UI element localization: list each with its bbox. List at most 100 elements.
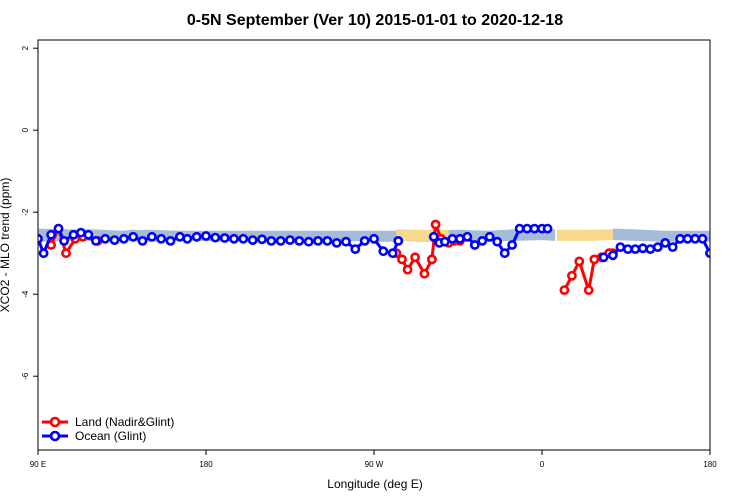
ocean-point (210, 232, 221, 243)
x-tick-label: 180 (703, 460, 717, 469)
ocean-point (247, 235, 258, 245)
y-tick-label: -6 (21, 372, 30, 380)
ocean-legend-marker (49, 430, 61, 442)
land-legend-marker (49, 416, 61, 428)
y-tick-label: -4 (21, 290, 30, 298)
y-axis-label: XCO2 - MLO trend (ppm) (0, 178, 12, 313)
ocean-point (174, 231, 185, 242)
ocean-point (38, 248, 49, 259)
land-point (567, 270, 577, 281)
ocean-point (191, 231, 202, 242)
ocean-point (201, 231, 211, 241)
land-point (574, 256, 585, 267)
band-4 (556, 229, 613, 241)
ocean-point (454, 233, 465, 244)
y-tick-label: -2 (21, 208, 30, 216)
ocean-point (119, 233, 129, 244)
ocean-point (146, 231, 157, 242)
ocean-point (507, 240, 517, 250)
ocean-point (514, 223, 525, 234)
chart-title: 0-5N September (Ver 10) 2015-01-01 to 20… (187, 12, 563, 29)
ocean-point (369, 233, 379, 244)
ocean-point (91, 235, 101, 246)
land-legend-label: Land (Nadir&Glint) (75, 415, 174, 429)
plot-clip-group (38, 219, 750, 295)
ocean-point (387, 248, 398, 259)
ocean-point (462, 231, 473, 242)
land-point (430, 219, 441, 230)
x-tick-label: 180 (199, 460, 213, 469)
ocean-point (542, 223, 553, 234)
x-axis-label: Longitude (deg E) (327, 477, 422, 491)
ocean-point (630, 244, 641, 254)
ocean-point (637, 243, 648, 254)
ocean-point (53, 223, 64, 234)
ocean-point (128, 231, 139, 242)
ocean-point (83, 229, 94, 240)
ocean-point (285, 235, 295, 245)
ocean-point (303, 236, 314, 247)
ocean-point (238, 233, 249, 244)
y-tick-label: 2 (21, 45, 30, 50)
ocean-point (428, 231, 439, 242)
ocean-point (341, 236, 351, 247)
ocean-point (720, 223, 727, 230)
ocean-point (598, 252, 609, 263)
ocean-point (350, 244, 361, 254)
land-point (61, 248, 71, 259)
ocean-point (275, 235, 286, 246)
ocean-point (266, 235, 277, 246)
ocean-point (499, 248, 510, 259)
ocean-point (322, 235, 333, 246)
land-point (397, 254, 407, 265)
land-point (559, 285, 570, 295)
plot-area (38, 219, 750, 295)
land-series-line-5 (725, 229, 750, 254)
ocean-point (529, 223, 540, 234)
ocean-point (734, 231, 741, 238)
ocean-point (712, 229, 719, 236)
ocean-point (378, 246, 389, 257)
ocean-point (439, 236, 450, 247)
ocean-point (137, 235, 148, 246)
ocean-point (705, 248, 710, 259)
ocean-point (615, 242, 626, 252)
ocean-point (667, 242, 678, 252)
land-point (725, 225, 732, 232)
land-point (583, 285, 594, 295)
land-point (402, 264, 413, 275)
ocean-legend-label: Ocean (Glint) (75, 429, 146, 443)
ocean-point (46, 229, 56, 240)
y-tick-label: 0 (21, 127, 30, 132)
ocean-point (469, 240, 480, 250)
ocean-point (76, 227, 86, 238)
x-tick-label: 90 E (30, 460, 46, 469)
land-point (426, 254, 437, 265)
land-point (721, 239, 728, 246)
legend: Land (Nadir&Glint)Ocean (Glint) (42, 415, 174, 443)
ocean-point (675, 233, 685, 244)
ocean-point (682, 233, 693, 244)
ocean-point (447, 233, 458, 244)
plot-frame (37, 39, 711, 451)
axes: 90 E 180 90 W 0 180 2 0 -2 -4 -6 (21, 39, 717, 469)
land-point (419, 268, 430, 279)
ocean-point (257, 234, 267, 245)
land-point (410, 252, 420, 263)
ocean-point (727, 235, 734, 242)
ocean-point (697, 233, 708, 244)
ocean-point (484, 231, 495, 242)
ocean-point (59, 235, 69, 246)
ocean-point (393, 235, 404, 246)
ocean-point (294, 235, 305, 246)
ocean-point (229, 233, 239, 244)
ocean-point (219, 233, 230, 243)
land-point (733, 250, 740, 257)
ocean-point (652, 242, 663, 252)
ocean-point (477, 235, 488, 246)
ocean-point (645, 244, 656, 254)
ocean-point (608, 250, 618, 261)
x-tick-label: 0 (540, 460, 545, 469)
ocean-point (331, 237, 342, 248)
